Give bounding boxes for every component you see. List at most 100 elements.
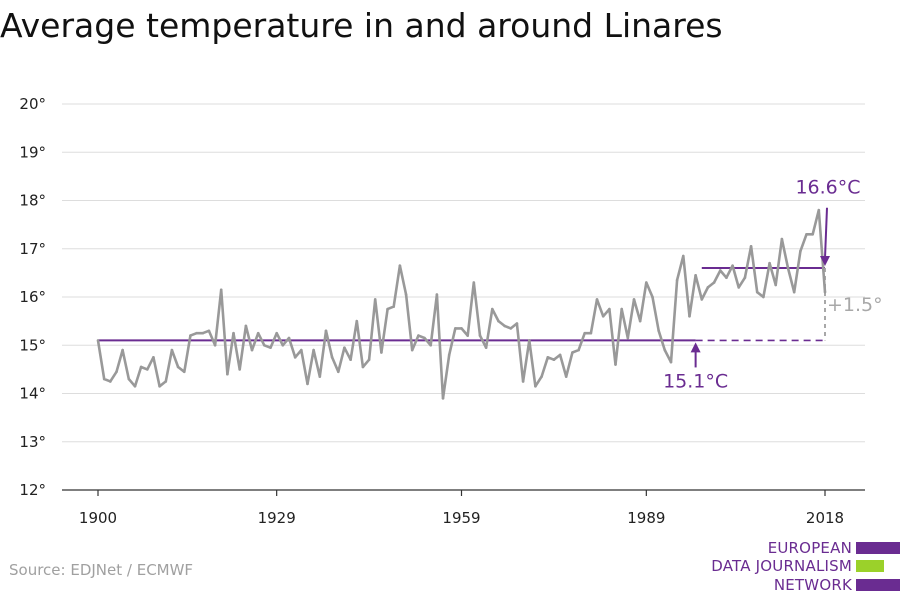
y-axis-ticks: 12° 13° 14° 15° 16° 17° 18° 19° 20°	[19, 95, 46, 499]
data-point-1982	[601, 315, 605, 318]
data-point-2012	[786, 266, 790, 270]
data-point-1984	[614, 363, 617, 366]
data-point-1944	[367, 358, 371, 362]
x-tick-label-1959: 1959	[442, 509, 480, 527]
data-point-2005	[743, 276, 747, 280]
data-point-1906	[133, 384, 137, 388]
data-point-1956	[441, 397, 445, 400]
data-point-1923	[238, 368, 242, 371]
data-point-1924	[244, 324, 248, 328]
data-point-1965	[497, 319, 500, 323]
x-tick-label-1900: 1900	[79, 509, 117, 527]
data-point-1979	[583, 331, 587, 335]
data-point-1921	[226, 372, 229, 376]
data-point-2013	[792, 290, 796, 294]
x-tick-label-1929: 1929	[258, 509, 296, 527]
data-point-1935	[312, 348, 315, 352]
y-tick-label-12: 12°	[19, 481, 46, 499]
data-point-1926	[256, 331, 260, 335]
data-point-1997	[694, 273, 697, 277]
data-point-1933	[300, 348, 303, 352]
data-point-1902	[109, 380, 112, 383]
logo-line-european: EUROPEAN	[767, 539, 852, 557]
data-point-1939	[336, 370, 340, 374]
data-point-1968	[515, 322, 519, 325]
data-point-1942	[355, 319, 359, 323]
x-tick-label-2018: 2018	[806, 509, 844, 527]
edjnet-logo[interactable]: EUROPEAN DATA JOURNALISM NETWORK	[700, 539, 900, 597]
y-tick-label-16: 16°	[19, 288, 46, 306]
data-point-1960	[466, 334, 469, 337]
recent-arrow-shaft	[824, 207, 828, 259]
data-point-1999	[706, 286, 710, 289]
data-point-1904	[121, 348, 124, 352]
data-point-1930	[281, 343, 285, 347]
data-point-2008	[762, 295, 765, 299]
data-point-1948	[392, 305, 396, 308]
data-point-1989	[645, 281, 648, 284]
data-point-1919	[213, 343, 217, 347]
data-point-1966	[503, 324, 506, 328]
data-point-2015	[805, 232, 808, 236]
data-point-2010	[774, 283, 778, 287]
data-point-1929	[275, 331, 278, 335]
data-point-1988	[638, 319, 642, 323]
data-point-1954	[429, 343, 432, 347]
data-point-1978	[577, 348, 580, 352]
recent-value-label: 16.6°C	[795, 176, 860, 198]
baseline-arrow-head	[690, 342, 701, 353]
data-point-1947	[386, 307, 389, 311]
data-point-1953	[423, 336, 426, 340]
data-point-1958	[454, 327, 457, 330]
data-point-1910	[158, 384, 161, 388]
data-point-1975	[558, 353, 562, 357]
data-point-1969	[521, 380, 525, 383]
data-point-1912	[170, 348, 174, 352]
data-point-1940	[343, 346, 346, 349]
data-point-1973	[546, 356, 550, 359]
data-point-1977	[571, 351, 574, 354]
data-point-1985	[620, 307, 623, 311]
data-point-1931	[287, 336, 291, 340]
data-point-1900	[96, 339, 100, 342]
difference-label: +1.5°	[827, 294, 883, 316]
data-point-1951	[410, 348, 414, 352]
y-tick-label-20: 20°	[19, 95, 46, 113]
data-point-1963	[484, 346, 488, 349]
x-axis-ticks: 1900 1929 1959 1989 2018	[79, 490, 844, 527]
chart-title: Average temperature in and around Linare…	[0, 6, 723, 45]
data-point-1957	[447, 353, 451, 357]
data-point-1959	[460, 327, 463, 330]
data-point-1987	[632, 298, 636, 301]
data-point-1955	[435, 293, 439, 296]
data-point-1995	[681, 254, 685, 258]
data-point-1925	[250, 348, 254, 352]
data-point-2002	[725, 276, 728, 280]
data-point-1911	[164, 380, 168, 383]
data-point-1961	[472, 281, 476, 284]
data-point-1916	[195, 331, 198, 335]
logo-line-network: NETWORK	[773, 576, 852, 594]
data-point-1950	[404, 293, 408, 296]
data-point-2000	[712, 281, 716, 284]
data-point-1946	[380, 351, 383, 354]
x-tick-label-1989: 1989	[627, 509, 665, 527]
data-point-1936	[318, 375, 322, 378]
gridlines	[62, 103, 865, 443]
data-point-1974	[552, 358, 556, 362]
source-credit: Source: EDJNet / ECMWF	[9, 561, 194, 579]
data-point-1922	[232, 331, 235, 335]
data-point-2017	[817, 208, 821, 212]
y-tick-label-14: 14°	[19, 385, 46, 403]
data-point-2007	[755, 290, 759, 294]
reference-lines	[98, 267, 826, 342]
data-point-2009	[768, 261, 771, 265]
data-point-1901	[102, 377, 106, 381]
logo-line-data-journalism: DATA JOURNALISM	[711, 557, 852, 575]
y-tick-label-18: 18°	[19, 192, 46, 210]
baseline-value-label: 15.1°C	[663, 370, 728, 392]
data-point-1943	[361, 365, 365, 369]
data-point-1983	[608, 307, 611, 311]
data-point-2011	[780, 237, 784, 241]
data-point-1990	[651, 295, 654, 299]
